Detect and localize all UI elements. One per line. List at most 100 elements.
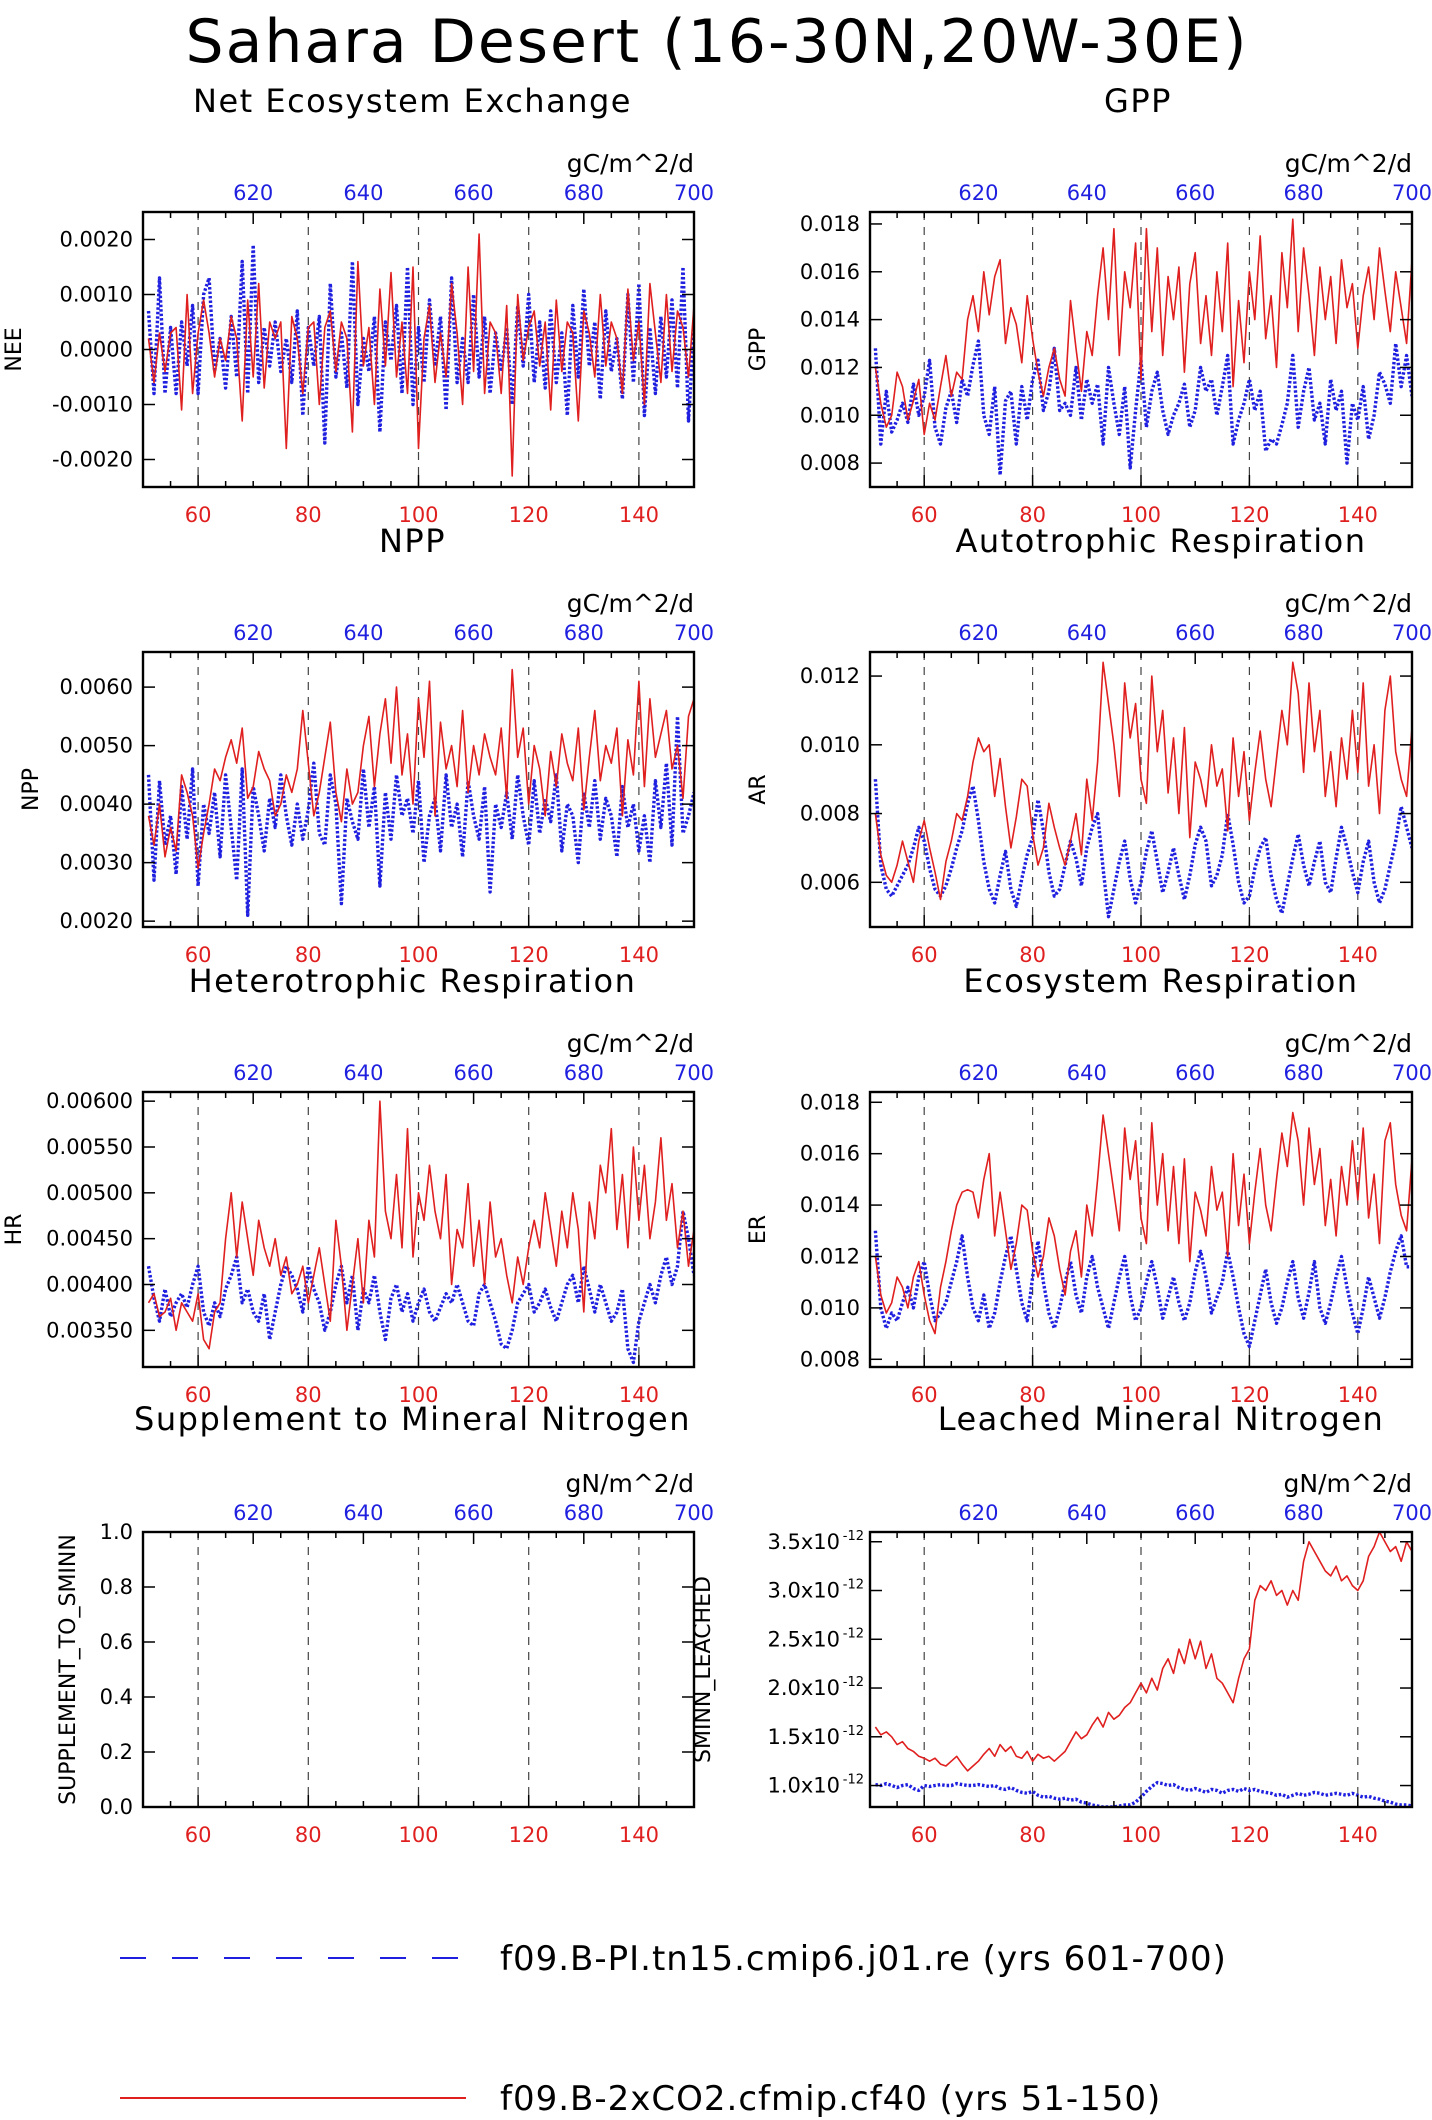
x2-tick-label: 680: [1284, 1061, 1324, 1085]
y-tick-label: 0.0020: [60, 228, 133, 252]
series-line-blue: [146, 1209, 694, 1365]
x-tick-label: 60: [911, 1823, 938, 1847]
x2-tick-label: 700: [1392, 181, 1432, 205]
series-line-blue: [873, 779, 1412, 919]
y-tick-label: 0.016: [800, 1142, 860, 1166]
x-tick-label: 120: [1229, 943, 1269, 967]
series-line-blue: [873, 1230, 1412, 1349]
y-tick-label: 0.016: [800, 260, 860, 284]
x-tick-label: 120: [509, 943, 549, 967]
x-tick-label: 100: [1121, 1823, 1161, 1847]
x2-tick-label: 620: [958, 1501, 998, 1525]
x2-tick-label: 680: [564, 621, 604, 645]
x2-tick-label: 660: [454, 621, 494, 645]
x-tick-label: 140: [619, 503, 659, 527]
y-tick-label: 1.0: [100, 1520, 133, 1544]
y-tick-label: 0.00350: [46, 1318, 133, 1342]
chart-panel: Autotrophic Respiration gC/m^2/d 60 80 100 12…: [746, 522, 1432, 967]
y-axis-label: SMINN_LEACHED: [691, 1576, 716, 1763]
units-label: gN/m^2/d: [566, 1469, 695, 1498]
series-line-blue: [146, 714, 694, 917]
x-tick-label: 80: [1019, 943, 1046, 967]
x2-tick-label: 640: [343, 1061, 383, 1085]
y-tick-label: 3.0x10: [767, 1579, 840, 1603]
x2-tick-label: 680: [564, 1061, 604, 1085]
chart-panel: GPP gC/m^2/d 60 80 100 120 140 620 640 660 680 700 0…: [746, 82, 1432, 527]
x2-tick-label: 680: [564, 1501, 604, 1525]
chart-panel: Ecosystem Respiration gC/m^2/d 60 80 100 120 1…: [746, 962, 1432, 1407]
x-tick-label: 80: [1019, 503, 1046, 527]
x2-tick-label: 680: [564, 181, 604, 205]
x2-tick-label: 700: [1392, 1501, 1432, 1525]
x-tick-label: 60: [185, 943, 212, 967]
y-tick-label: 0.0060: [60, 675, 133, 699]
y-tick-label: 0.8: [100, 1575, 133, 1599]
x-tick-label: 120: [509, 1383, 549, 1407]
x-tick-label: 140: [1338, 1383, 1378, 1407]
y-tick-label: 0.010: [800, 403, 860, 427]
x-tick-label: 100: [398, 1383, 438, 1407]
x2-tick-label: 640: [343, 621, 383, 645]
series-line-red: [874, 1532, 1412, 1772]
x2-tick-label: 620: [958, 621, 998, 645]
x2-tick-label: 700: [674, 181, 714, 205]
y-tick-label: 0.2: [100, 1740, 133, 1764]
x-tick-label: 120: [1229, 1383, 1269, 1407]
x2-tick-label: 700: [674, 1501, 714, 1525]
y-tick-label: 0.010: [800, 1296, 860, 1320]
x2-tick-label: 620: [233, 1061, 273, 1085]
y-tick-label: 0.014: [800, 1193, 860, 1217]
y-tick-label: -0.0020: [52, 448, 133, 472]
x-tick-label: 60: [911, 503, 938, 527]
y-tick-label: 1.0x10: [767, 1774, 840, 1798]
series-line-red: [147, 233, 694, 477]
x2-tick-label: 620: [958, 181, 998, 205]
y-tick-exponent: -12: [843, 1578, 864, 1593]
chart-panel: NPP gC/m^2/d 60 80 100 120 140 620 640 660 680 700 0…: [19, 522, 714, 967]
x-tick-label: 100: [1121, 503, 1161, 527]
x2-tick-label: 660: [454, 181, 494, 205]
x-tick-label: 100: [398, 1823, 438, 1847]
y-tick-label: 0.00550: [46, 1135, 133, 1159]
x-tick-label: 80: [1019, 1383, 1046, 1407]
y-tick-label: 0.008: [800, 802, 860, 826]
y-tick-label: 0.0010: [60, 283, 133, 307]
y-tick-label: 2.0x10: [767, 1676, 840, 1700]
y-tick-exponent: -12: [843, 1773, 864, 1788]
x-tick-label: 120: [1229, 503, 1269, 527]
series-line-red: [147, 1100, 694, 1350]
y-tick-exponent: -12: [843, 1529, 864, 1544]
y-axis-label: NEE: [2, 327, 27, 371]
y-tick-label: 2.5x10: [767, 1627, 840, 1651]
series-line-red: [874, 218, 1412, 436]
chart-title: Supplement to Mineral Nitrogen: [134, 1400, 691, 1438]
chart-panel: Heterotrophic Respiration gC/m^2/d 60 80 100…: [2, 962, 714, 1407]
y-tick-exponent: -12: [843, 1626, 864, 1641]
legend-label: f09.B-2xCO2.cfmip.cf40 (yrs 51-150): [500, 2079, 1161, 2119]
x2-tick-label: 620: [958, 1061, 998, 1085]
x-tick-label: 120: [509, 503, 549, 527]
legend-label: f09.B-PI.tn15.cmip6.j01.re (yrs 601-700): [500, 1939, 1227, 1979]
y-tick-label: 0.010: [800, 733, 860, 757]
y-tick-label: 0.008: [800, 451, 860, 475]
y-tick-label: 1.5x10: [767, 1725, 840, 1749]
y-tick-label: 3.5x10: [767, 1530, 840, 1554]
x-tick-label: 100: [1121, 1383, 1161, 1407]
x2-tick-label: 640: [1067, 1061, 1107, 1085]
x2-tick-label: 640: [1067, 181, 1107, 205]
y-tick-label: 0.00450: [46, 1227, 133, 1251]
x-tick-label: 60: [911, 1383, 938, 1407]
y-axis-label: SUPPLEMENT_TO_SMINN: [56, 1534, 81, 1805]
units-label: gC/m^2/d: [1285, 149, 1412, 178]
y-tick-exponent: -12: [843, 1724, 864, 1739]
x2-tick-label: 660: [1175, 1501, 1215, 1525]
x-tick-label: 60: [185, 503, 212, 527]
x-tick-label: 60: [911, 943, 938, 967]
x2-tick-label: 660: [1175, 621, 1215, 645]
x2-tick-label: 640: [1067, 621, 1107, 645]
y-tick-label: 0.018: [800, 212, 860, 236]
y-tick-label: 0.012: [800, 664, 860, 688]
x2-tick-label: 620: [233, 621, 273, 645]
y-axis-label: ER: [746, 1215, 771, 1244]
x2-tick-label: 660: [1175, 1061, 1215, 1085]
